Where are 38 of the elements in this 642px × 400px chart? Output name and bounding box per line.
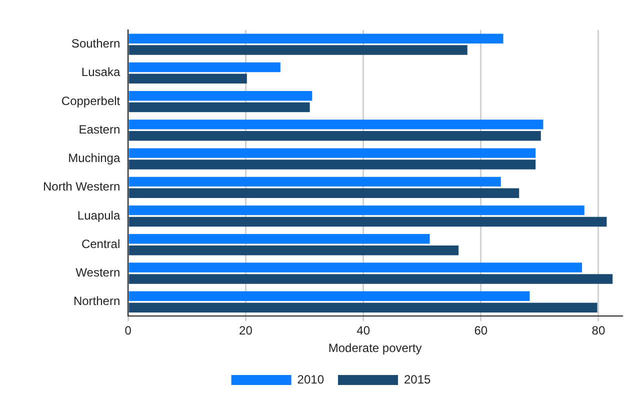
x-tick-label: 80 [592,324,606,338]
bar [128,148,536,158]
bar [128,131,541,141]
bar [128,102,310,112]
bar [128,120,544,130]
x-tick-label: 60 [474,324,488,338]
bar [128,205,584,216]
y-tick-label: Muchinga [68,151,120,166]
bar [128,188,520,198]
x-tick-label: 20 [239,324,253,338]
y-tick-label: Central [81,236,120,251]
bar [128,90,312,101]
y-tick-label: Copperbelt [61,94,121,108]
y-tick-label: Southern [71,36,120,51]
legend-label: 2015 [404,372,432,386]
bar [128,74,247,84]
bar [128,291,530,302]
y-tick-label: Western [76,266,120,280]
bar [128,262,582,272]
bar [128,62,280,72]
legend-label: 2010 [297,372,324,386]
x-tick-label: 0 [124,324,132,338]
y-tick-label: Luapula [77,208,120,222]
x-tick-label: 40 [356,324,370,338]
bar [128,34,504,44]
y-tick-label: Northern [73,294,120,308]
y-tick-label: Lusaka [81,65,120,80]
bar [128,45,468,55]
y-tick-label: Eastern [78,122,120,136]
bar [128,160,536,170]
bar [128,216,607,227]
bar [128,302,598,312]
x-axis-title: Moderate poverty [328,341,422,356]
bar [128,234,430,244]
bar [128,176,501,187]
bar [128,274,613,284]
y-tick-label: North Western [43,180,120,194]
bar [128,246,459,256]
